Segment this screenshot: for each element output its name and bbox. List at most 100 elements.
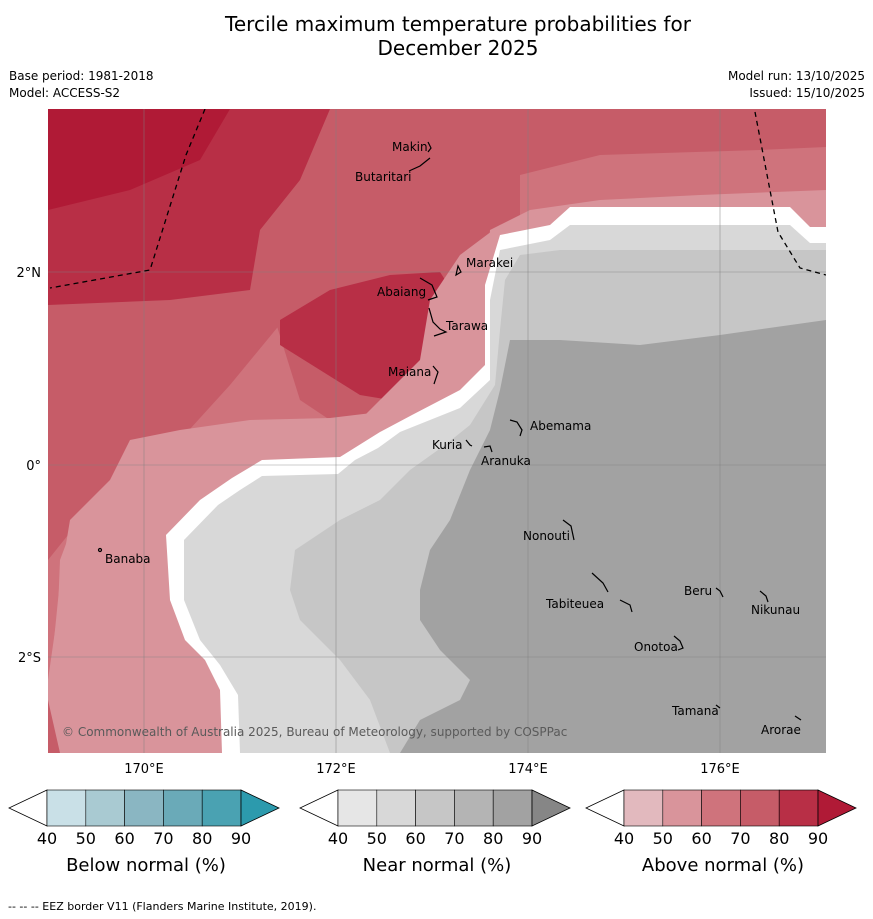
colorbar-above-tick: 40: [614, 829, 634, 848]
lon-label-176: 176°E: [700, 762, 740, 777]
island-makin: [427, 141, 432, 153]
label-kuria: Kuria: [432, 438, 463, 452]
label-nonouti: Nonouti: [523, 529, 570, 543]
island-nikunau: [759, 590, 769, 603]
colorbar-above-tick: 60: [691, 829, 711, 848]
colorbar-below-tick: 40: [37, 829, 57, 848]
colorbar-below-title: Below normal (%): [66, 855, 226, 876]
colorbar-above-segment: [778, 789, 819, 827]
colorbar-below-high-extend: [240, 789, 280, 827]
colorbar-below-segment: [163, 789, 203, 827]
colorbar-near-segment: [376, 789, 416, 827]
colorbar-above-tick: 80: [769, 829, 789, 848]
lat-label-2n: 2°N: [17, 266, 42, 281]
label-makin: Makin: [392, 140, 428, 154]
colorbar-near-low-extend: [299, 789, 339, 827]
label-abemama: Abemama: [530, 419, 591, 433]
colorbar-near-title: Near normal (%): [363, 855, 512, 876]
copyright-notice: © Commonwealth of Australia 2025, Bureau…: [62, 725, 567, 739]
colorbar-legends: 40 50 60 70 80 90 Below normal (%) 40 50 60 70 80 90…: [8, 789, 857, 876]
island-kuria: [465, 439, 473, 447]
lat-label-2s: 2°S: [18, 651, 41, 666]
colorbar-near-tick: 60: [405, 829, 425, 848]
colorbar-above-segment: [623, 789, 664, 827]
colorbar-above-tick: 70: [730, 829, 750, 848]
island-tabiteuea-south: [619, 599, 633, 613]
label-abaiang: Abaiang: [377, 285, 426, 299]
island-tarawa: [428, 307, 448, 337]
colorbar-near: 40 50 60 70 80 90 Near normal (%): [299, 789, 571, 876]
island-nonouti: [562, 519, 575, 541]
island-onotoa: [673, 635, 684, 651]
colorbar-below: 40 50 60 70 80 90 Below normal (%): [8, 789, 280, 876]
label-aranuka: Aranuka: [481, 454, 531, 468]
near-70-80-band: [400, 320, 826, 753]
colorbar-above-segment: [740, 789, 780, 827]
colorbar-above-title: Above normal (%): [642, 855, 804, 876]
island-aranuka: [483, 445, 493, 453]
graticule: [48, 109, 826, 753]
colorbar-below-segment: [124, 789, 164, 827]
colorbar-below-tick: 50: [76, 829, 96, 848]
label-nikunau: Nikunau: [751, 603, 800, 617]
island-banaba: [97, 547, 103, 553]
label-maiana: Maiana: [388, 365, 431, 379]
colorbar-near-tick: 80: [483, 829, 503, 848]
island-butaritari: [408, 157, 431, 172]
island-outlines: [97, 141, 802, 721]
label-marakei: Marakei: [466, 256, 513, 270]
colorbar-above-segment: [701, 789, 741, 827]
colorbar-near-high-extend: [531, 789, 571, 827]
island-arorae: [794, 715, 802, 721]
colorbar-near-segment: [337, 789, 378, 827]
label-banaba: Banaba: [105, 552, 151, 566]
label-tarawa: Tarawa: [445, 319, 488, 333]
colorbar-near-tick: 40: [328, 829, 348, 848]
eez-border: [49, 109, 826, 289]
colorbar-near-tick: 70: [444, 829, 464, 848]
model-run: Model run: 13/10/2025: [727, 69, 865, 83]
colorbar-below-tick: 90: [231, 829, 251, 848]
island-tamana: [715, 704, 721, 709]
colorbar-below-tick: 70: [153, 829, 173, 848]
label-arorae: Arorae: [761, 723, 801, 737]
place-labels: Makin Butaritari Marakei Abaiang Tarawa …: [105, 140, 801, 737]
label-onotoa: Onotoa: [634, 640, 678, 654]
base-period: Base period: 1981-2018: [9, 69, 154, 83]
title-line-2: December 2025: [377, 36, 539, 60]
colorbar-below-segment: [201, 789, 242, 827]
map-title: Tercile maximum temperature probabilitie…: [0, 12, 873, 60]
issued-date: Issued: 15/10/2025: [749, 86, 865, 100]
lat-tick-labels: 2°N 0° 2°S: [17, 266, 42, 666]
lon-label-170: 170°E: [124, 762, 164, 777]
above-90-band-west: [48, 109, 230, 210]
eez-footnote: -- -- -- EEZ border V11 (Flanders Marine…: [8, 900, 317, 913]
label-tabiteuea: Tabiteuea: [545, 597, 604, 611]
probability-field: Makin Butaritari Marakei Abaiang Tarawa …: [48, 109, 826, 753]
colorbar-above-low-extend: [585, 789, 625, 827]
colorbar-above-segment: [662, 789, 702, 827]
colorbar-below-segment: [46, 789, 87, 827]
colorbar-near-segment: [492, 789, 533, 827]
island-maiana: [432, 365, 439, 385]
meta-right: Model run: 13/10/2025 Issued: 15/10/2025: [728, 68, 865, 102]
colorbar-above-tick: 90: [808, 829, 828, 848]
colorbar-below-segment: [85, 789, 125, 827]
label-butaritari: Butaritari: [355, 170, 412, 184]
model-name: Model: ACCESS-S2: [9, 86, 121, 100]
island-beru: [715, 587, 724, 598]
colorbar-below-tick: 60: [114, 829, 134, 848]
island-tabiteuea-north: [591, 572, 609, 593]
colorbar-below-low-extend: [8, 789, 48, 827]
eez-border-west: [49, 109, 206, 289]
label-tamana: Tamana: [671, 704, 719, 718]
lon-label-174: 174°E: [508, 762, 548, 777]
island-marakei: [455, 264, 462, 277]
colorbar-near-segment: [454, 789, 494, 827]
island-abaiang: [419, 277, 438, 301]
label-beru: Beru: [684, 584, 712, 598]
lon-tick-labels: 170°E 172°E 174°E 176°E: [124, 762, 740, 777]
title-line-1: Tercile maximum temperature probabilitie…: [225, 12, 691, 36]
